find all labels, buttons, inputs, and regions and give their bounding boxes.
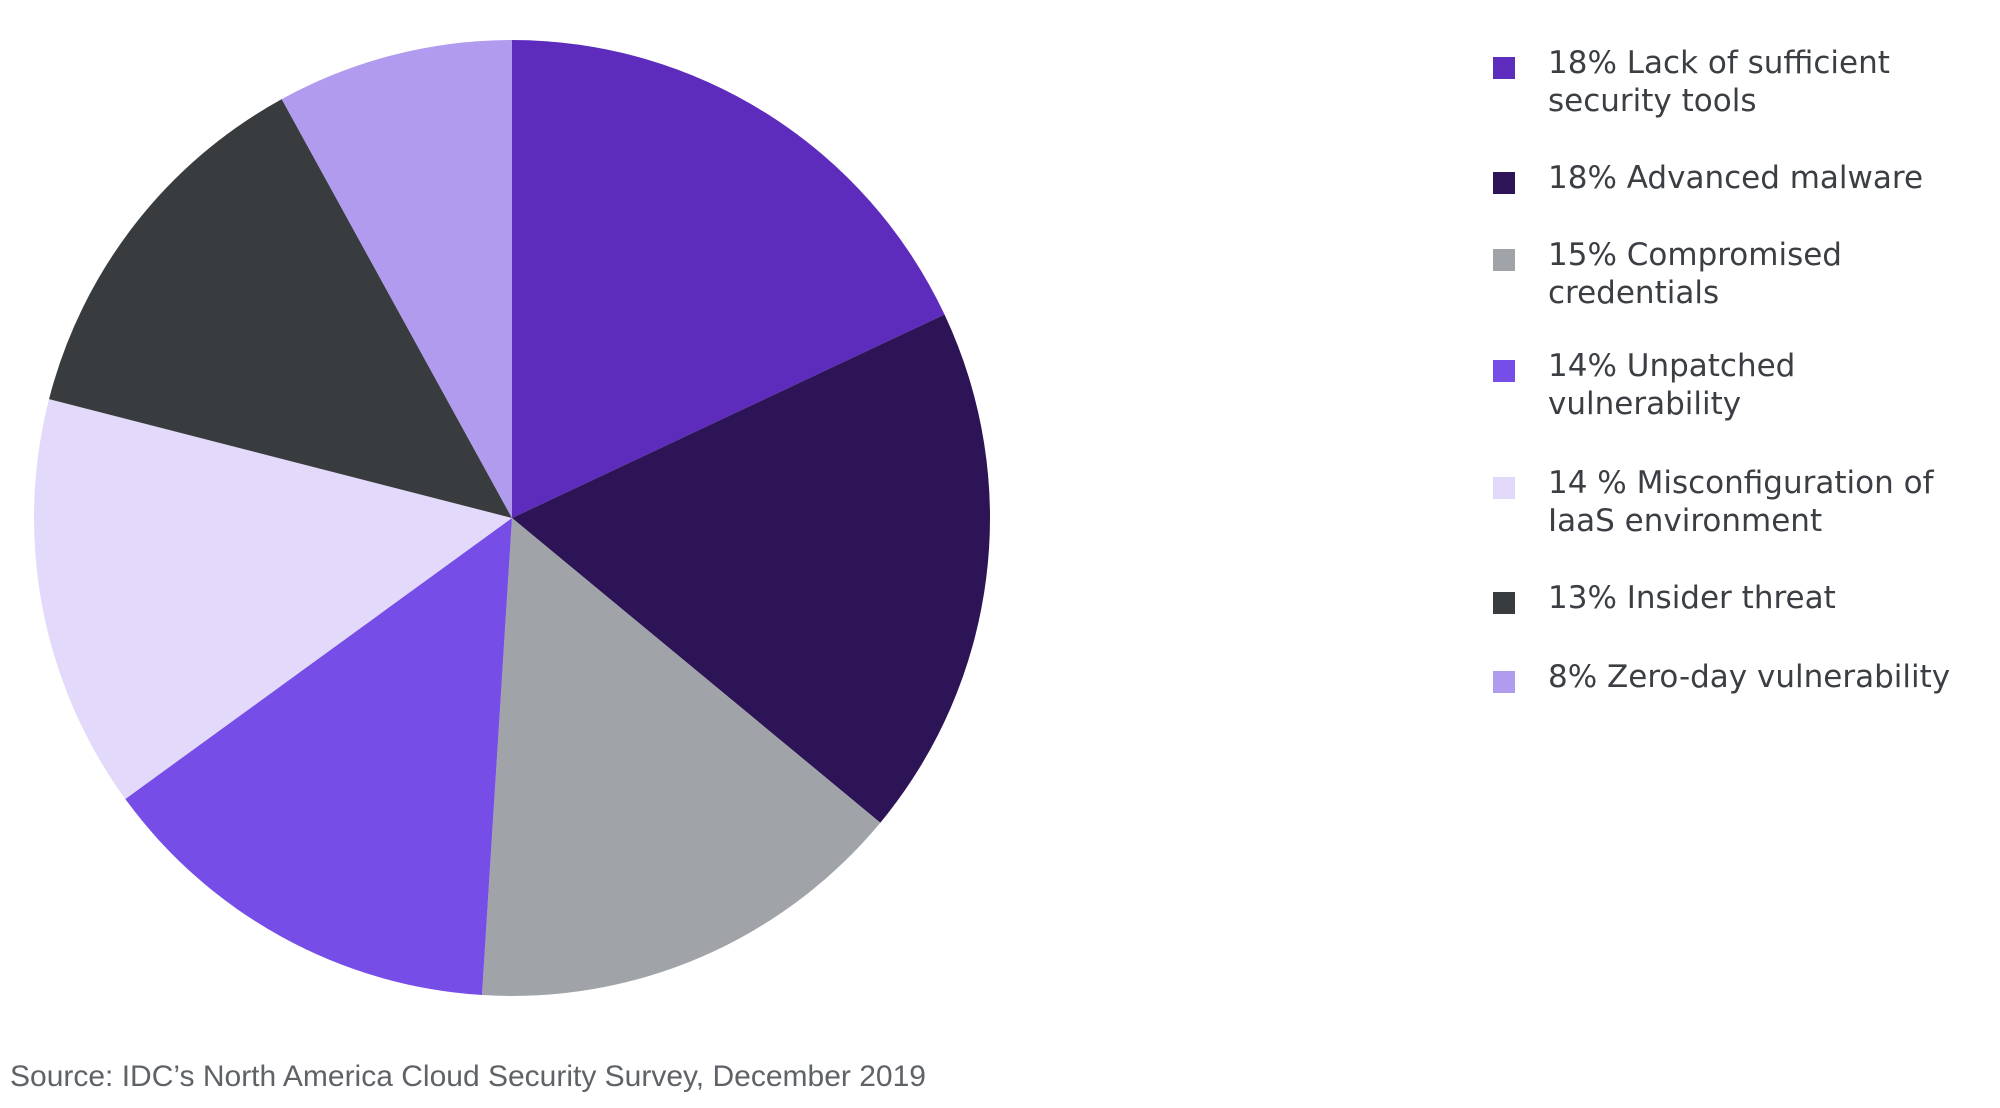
pie-slice-1 xyxy=(512,40,945,518)
legend-label: 14 % Misconfiguration of IaaS environmen… xyxy=(1548,465,1934,539)
legend-swatch xyxy=(1493,360,1515,382)
legend-label: 18% Lack of sufficient security tools xyxy=(1548,45,1890,119)
pie-slice-2 xyxy=(512,314,991,823)
legend-item: 15% Compromised credentials xyxy=(1493,236,1993,312)
legend-label: 18% Advanced malware xyxy=(1548,160,1924,196)
legend-label: 15% Compromised credentials xyxy=(1548,237,1842,311)
legend-swatch xyxy=(1493,172,1515,194)
legend-swatch xyxy=(1493,671,1515,693)
pie-slice-5 xyxy=(34,399,513,799)
pie-slice-3 xyxy=(481,518,881,997)
legend-item: 18% Lack of sufficient security tools xyxy=(1493,44,1993,120)
legend-item: 13% Insider threat xyxy=(1493,579,1993,617)
legend-swatch xyxy=(1493,249,1515,271)
pie-chart xyxy=(34,39,991,997)
pie-slice-4 xyxy=(125,518,512,996)
pie-slice-7 xyxy=(281,39,512,518)
legend-swatch xyxy=(1493,592,1515,614)
legend-item: 18% Advanced malware xyxy=(1493,159,1993,197)
legend-item: 8% Zero-day vulnerability xyxy=(1493,658,1993,696)
legend-swatch xyxy=(1493,477,1515,499)
legend-swatch xyxy=(1493,57,1515,79)
legend-label: 13% Insider threat xyxy=(1548,580,1836,616)
pie-slice-6 xyxy=(49,99,513,518)
legend-item: 14% Unpatched vulnerability xyxy=(1493,347,1993,423)
legend-item: 14 % Misconfiguration of IaaS environmen… xyxy=(1493,464,1993,540)
legend-label: 14% Unpatched vulnerability xyxy=(1548,348,1796,422)
source-note: Source: IDC’s North America Cloud Securi… xyxy=(10,1060,926,1093)
legend: 18% Lack of sufficient security tools 18%… xyxy=(1493,44,1993,696)
legend-label: 8% Zero-day vulnerability xyxy=(1548,659,1951,695)
